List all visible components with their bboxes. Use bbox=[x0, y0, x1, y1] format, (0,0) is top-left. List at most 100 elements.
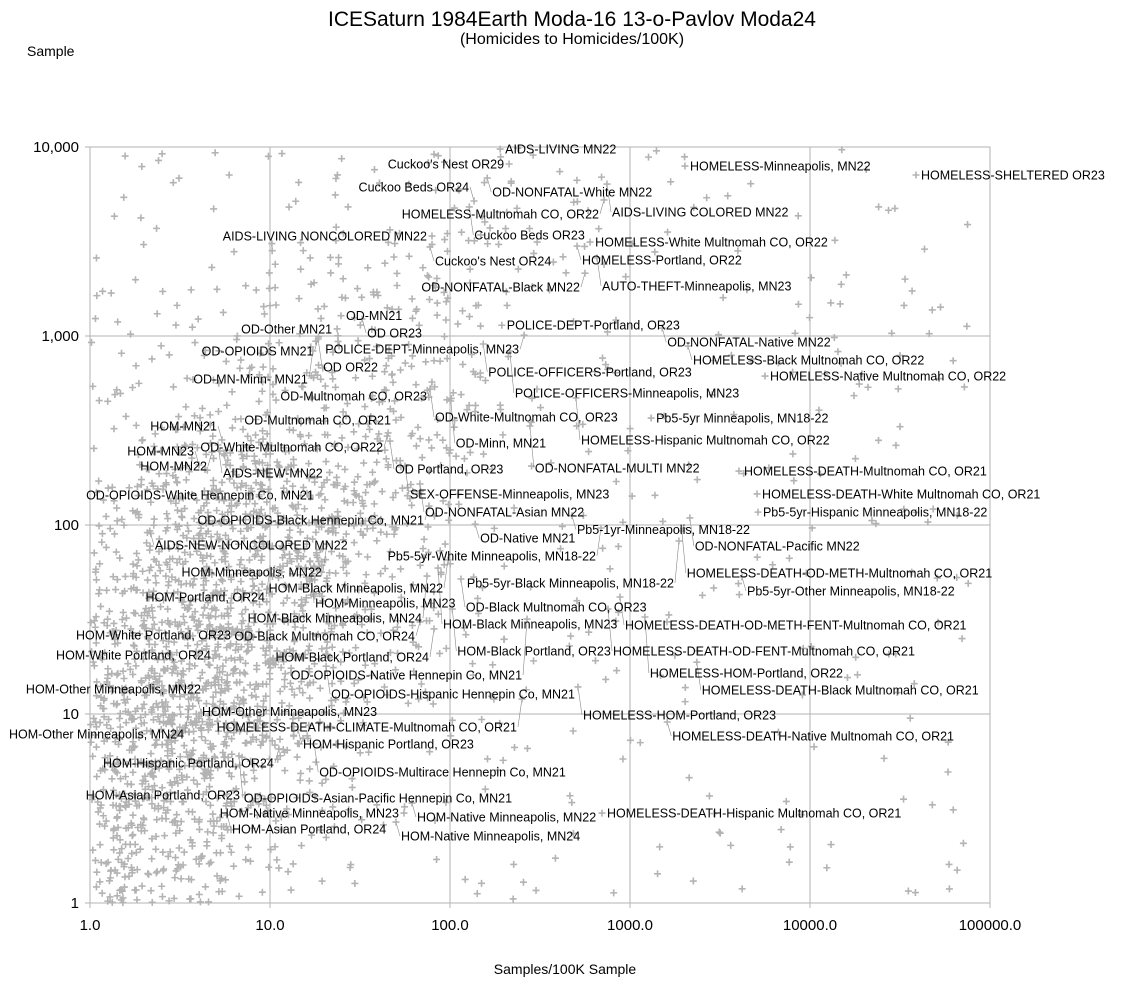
point bbox=[328, 548, 336, 556]
point bbox=[104, 397, 112, 405]
point bbox=[152, 579, 160, 587]
point bbox=[274, 521, 282, 529]
point bbox=[239, 425, 247, 433]
labeled-point-marker bbox=[333, 325, 341, 333]
point bbox=[251, 500, 259, 508]
point bbox=[340, 709, 348, 717]
point bbox=[143, 691, 151, 699]
point bbox=[92, 723, 100, 731]
point bbox=[89, 658, 97, 666]
point bbox=[345, 806, 353, 814]
point-label: OD-MN21 bbox=[346, 309, 402, 323]
point bbox=[361, 517, 369, 525]
point bbox=[338, 293, 346, 301]
point bbox=[469, 671, 477, 679]
point bbox=[290, 610, 298, 618]
point-label: HOM-Black Minneapolis, MN24 bbox=[248, 612, 422, 626]
point bbox=[443, 355, 451, 363]
point bbox=[318, 483, 326, 491]
point bbox=[223, 799, 231, 807]
point bbox=[176, 753, 184, 761]
point bbox=[196, 414, 204, 422]
point-label: POLICE-OFFICERS-Minneapolis, MN23 bbox=[515, 386, 739, 400]
point bbox=[373, 537, 381, 545]
point bbox=[356, 749, 364, 757]
point bbox=[172, 474, 180, 482]
point bbox=[266, 664, 274, 672]
point bbox=[297, 653, 305, 661]
point bbox=[602, 675, 610, 683]
point bbox=[339, 275, 347, 283]
point bbox=[350, 428, 358, 436]
point bbox=[362, 489, 370, 497]
point bbox=[155, 626, 163, 634]
point bbox=[260, 488, 268, 496]
point bbox=[390, 253, 398, 261]
point bbox=[249, 575, 257, 583]
point bbox=[359, 721, 367, 729]
point bbox=[433, 311, 441, 319]
point bbox=[285, 203, 293, 211]
point bbox=[142, 624, 150, 632]
point bbox=[499, 756, 507, 764]
labeled-point-marker bbox=[675, 537, 683, 545]
point bbox=[250, 610, 258, 618]
point bbox=[624, 447, 632, 455]
point bbox=[237, 578, 245, 586]
point-label: AIDS-NEW-NONCOLORED MN22 bbox=[155, 538, 348, 552]
point bbox=[110, 212, 118, 220]
point bbox=[178, 596, 186, 604]
point bbox=[121, 860, 129, 868]
point bbox=[156, 567, 164, 575]
point-label: HOM-Portland, OR24 bbox=[146, 591, 266, 605]
point bbox=[249, 633, 257, 641]
point bbox=[278, 825, 286, 833]
point bbox=[667, 178, 675, 186]
point bbox=[297, 769, 305, 777]
point bbox=[747, 180, 755, 188]
point-label: OD-Black Multnomah CO, OR24 bbox=[234, 629, 415, 643]
point bbox=[430, 281, 438, 289]
point bbox=[295, 613, 303, 621]
point bbox=[167, 798, 175, 806]
point bbox=[93, 692, 101, 700]
point bbox=[462, 631, 470, 639]
point bbox=[343, 400, 351, 408]
labeled-point-marker bbox=[586, 238, 594, 246]
point bbox=[188, 808, 196, 816]
point bbox=[110, 846, 118, 854]
point bbox=[114, 318, 122, 326]
point bbox=[370, 479, 378, 487]
point bbox=[214, 764, 222, 772]
point bbox=[132, 886, 140, 894]
point bbox=[147, 887, 155, 895]
point bbox=[500, 562, 508, 570]
point bbox=[530, 249, 538, 257]
point bbox=[613, 667, 621, 675]
point bbox=[133, 704, 141, 712]
point-label: HOMELESS-DEATH-OD-FENT-Multnomah CO, OR2… bbox=[613, 645, 915, 659]
point bbox=[422, 358, 430, 366]
point bbox=[329, 348, 337, 356]
point bbox=[220, 516, 228, 524]
point bbox=[210, 454, 218, 462]
point bbox=[253, 811, 261, 819]
point bbox=[147, 727, 155, 735]
point bbox=[416, 561, 424, 569]
point bbox=[413, 305, 421, 313]
point bbox=[375, 179, 383, 187]
point bbox=[296, 776, 304, 784]
point bbox=[251, 795, 259, 803]
point bbox=[150, 685, 158, 693]
point bbox=[407, 362, 415, 370]
point bbox=[328, 369, 336, 377]
point bbox=[240, 668, 248, 676]
point bbox=[164, 605, 172, 613]
point bbox=[405, 341, 413, 349]
point bbox=[299, 624, 307, 632]
point bbox=[183, 773, 191, 781]
point bbox=[248, 643, 256, 651]
point bbox=[163, 470, 171, 478]
point bbox=[782, 797, 790, 805]
point bbox=[252, 466, 260, 474]
